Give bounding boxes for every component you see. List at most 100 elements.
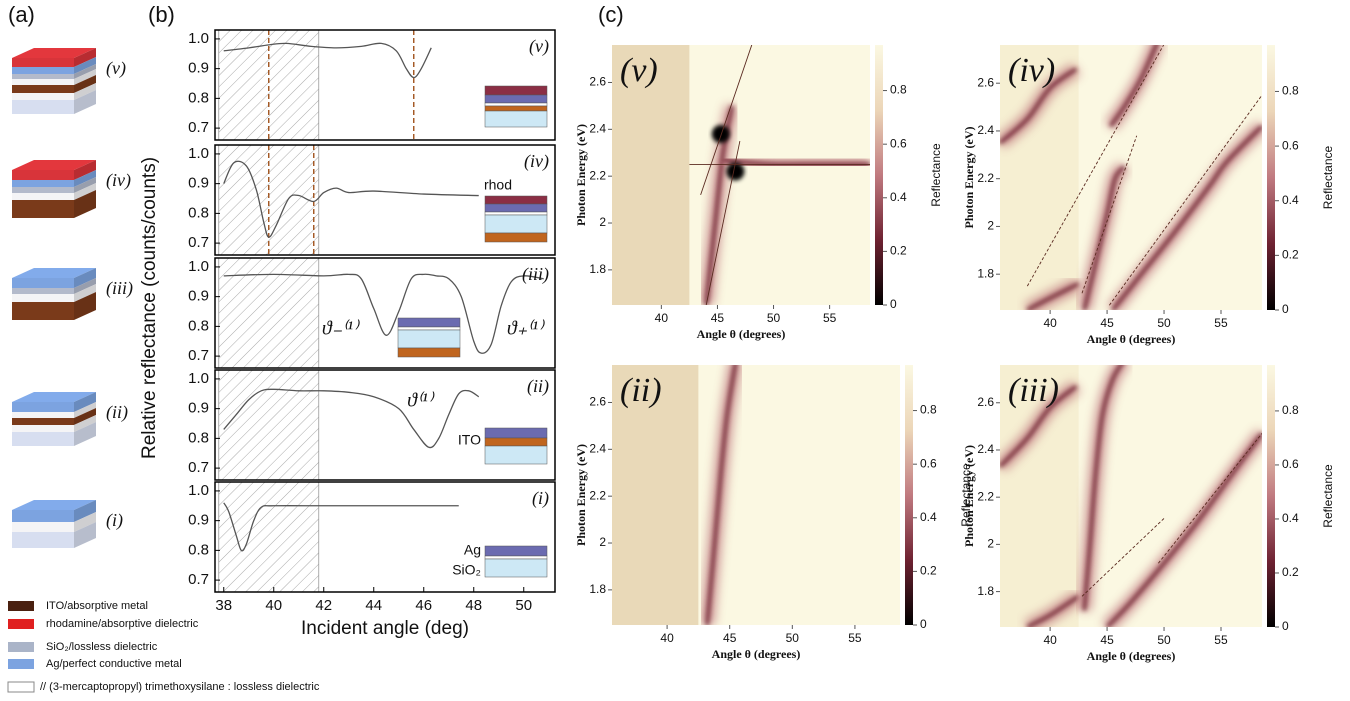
- inset-layer: [484, 214, 548, 234]
- inset-layer: [484, 102, 548, 107]
- stack-side: [74, 402, 96, 418]
- x-tick-label: 38: [215, 597, 232, 614]
- stack-layer: [12, 67, 74, 74]
- curve: [223, 160, 479, 238]
- stack-side: [74, 292, 96, 320]
- y-axis-label: Photon Energy (eV): [574, 124, 588, 226]
- y-tick-label: 1.0: [188, 482, 209, 499]
- y-tick-label: 2: [599, 535, 606, 549]
- subplot-label: (v): [529, 36, 549, 57]
- stack-layer: [12, 302, 74, 320]
- subplot-label: (iii): [522, 264, 549, 285]
- annotation: ϑ₊⁽¹⁾: [507, 318, 545, 340]
- legend-swatch: [8, 659, 34, 669]
- y-tick-label: 2.2: [589, 488, 606, 502]
- x-tick-label: 45: [1100, 633, 1114, 647]
- plot-frame: [214, 369, 556, 481]
- panel-title: (iv): [1008, 52, 1055, 89]
- band-core: [1105, 432, 1262, 627]
- x-tick-label: 40: [1043, 316, 1057, 330]
- stack-side: [74, 415, 96, 432]
- inset-layer: [484, 203, 548, 213]
- stack-layer: [12, 522, 74, 532]
- annotation: SiO₂: [452, 562, 481, 578]
- inset-layer: [484, 211, 548, 216]
- x-tick-label: 50: [767, 311, 781, 325]
- y-tick-label: 1.0: [188, 145, 209, 162]
- y-tick-label: 2.6: [589, 75, 606, 89]
- plot-frame: [214, 257, 556, 369]
- stack-layer: [12, 180, 74, 187]
- inset-layer: [397, 347, 461, 358]
- subplot-label: (ii): [527, 376, 549, 397]
- inset-layer: [484, 85, 548, 96]
- y-tick-label: 1.0: [188, 258, 209, 275]
- stack-label: (i): [106, 510, 123, 531]
- annotation: Ag: [464, 542, 481, 558]
- colorbar-tick-label: 0.4: [1282, 511, 1299, 525]
- stack-layer: [12, 294, 74, 302]
- heatmap: [1000, 365, 1262, 627]
- plot-frame: [214, 29, 556, 141]
- stack-top: [12, 268, 96, 278]
- stack-top: [12, 160, 96, 170]
- curve: [223, 42, 432, 79]
- y-tick-label: 2.6: [589, 395, 606, 409]
- y-tick-label: 2.4: [977, 442, 994, 456]
- colorbar-label: Reflectance: [929, 143, 943, 207]
- stack-side: [74, 75, 96, 93]
- stack-layer: [12, 425, 74, 432]
- colorbar-tick-label: 0.4: [890, 190, 907, 204]
- colorbar-tick-label: 0: [890, 297, 897, 311]
- minimum: [711, 125, 730, 144]
- y-tick-label: 2.4: [977, 123, 994, 137]
- legend-swatch: [7, 681, 35, 693]
- x-tick-label: 45: [711, 311, 725, 325]
- stack-layer: [12, 170, 74, 180]
- inset-layer: [397, 326, 461, 331]
- colorbar-tick-label: 0.6: [890, 136, 907, 150]
- stack-layer: [12, 85, 74, 93]
- guide-line: [1081, 518, 1165, 597]
- low-angle-region: [612, 45, 690, 305]
- y-tick-label: 0.7: [188, 234, 209, 251]
- stack-layer: [12, 432, 74, 446]
- y-tick-label: 0.8: [188, 541, 209, 558]
- colorbar-tick-label: 0.2: [920, 564, 937, 578]
- panel-title: (iii): [1008, 372, 1059, 409]
- inset-layer: [484, 555, 548, 560]
- x-tick-label: 55: [823, 311, 837, 325]
- x-tick-label: 50: [515, 597, 532, 614]
- colorbar: [1267, 45, 1275, 310]
- colorbar: [1267, 365, 1275, 627]
- band-core: [1000, 384, 1078, 468]
- x-tick-label: 48: [465, 597, 482, 614]
- y-tick-label: 0.7: [188, 119, 209, 136]
- colorbar-tick-label: 0.2: [1282, 248, 1299, 262]
- stack-side: [74, 284, 96, 302]
- stack-top: [12, 500, 96, 510]
- annotation: ITO: [458, 432, 481, 448]
- y-tick-label: 0.7: [188, 459, 209, 476]
- curve: [223, 388, 480, 449]
- colorbar-tick-label: 0: [1282, 302, 1289, 316]
- legend-swatch: [8, 619, 34, 629]
- y-axis-label: Photon Energy (eV): [574, 444, 588, 546]
- y-tick-label: 0.9: [188, 175, 209, 192]
- guide-line: [1026, 45, 1165, 287]
- stack-layer: [12, 278, 74, 288]
- legend-swatch: [8, 601, 34, 611]
- y-tick-label: 0.9: [188, 60, 209, 77]
- colorbar-label: Reflectance: [1321, 464, 1335, 528]
- legend-label: ITO/absorptive metal: [46, 600, 148, 612]
- subplot-label: (iv): [524, 151, 549, 172]
- inset-layer: [484, 558, 548, 578]
- colorbar-label: Reflectance: [1321, 145, 1335, 209]
- band-core: [1000, 67, 1078, 145]
- legend-swatch: [8, 642, 34, 652]
- legend-label: rhodamine/absorptive dielectric: [46, 618, 199, 630]
- stack-side: [74, 422, 96, 446]
- y-tick-label: 2: [599, 215, 606, 229]
- y-tick-label: 2.2: [977, 171, 994, 185]
- y-tick-label: 0.8: [188, 317, 209, 334]
